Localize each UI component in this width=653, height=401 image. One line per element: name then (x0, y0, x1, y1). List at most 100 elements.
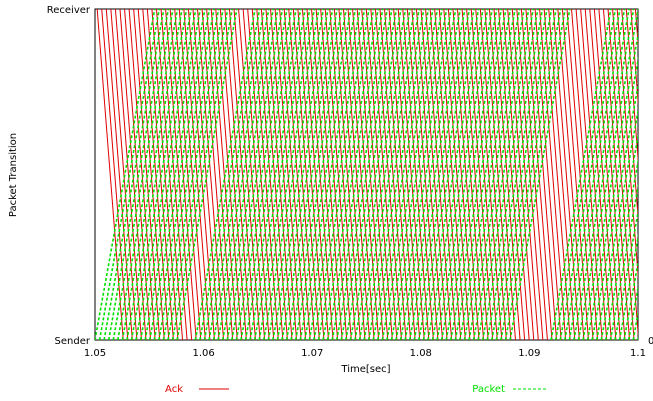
packet-transition-line (262, 9, 325, 340)
ack-transition-line (169, 9, 197, 340)
packet-transition-line (326, 9, 389, 340)
packet-transition-line (436, 9, 498, 340)
packet-transition-line (422, 9, 484, 340)
packet-transition-line (107, 9, 170, 340)
packet-transition-line (322, 9, 384, 340)
packet-transition-line (636, 334, 638, 340)
packet-transition-line (317, 9, 380, 340)
packet-transition-line (614, 207, 638, 340)
packet-transition-line (95, 9, 156, 340)
packet-transition-line (595, 106, 638, 340)
packet-transition-line (609, 182, 638, 340)
plot-marks (95, 9, 653, 340)
packet-transition-line (208, 9, 270, 340)
packet-transition-line (554, 9, 617, 340)
packet-transition-line (221, 9, 284, 340)
packet-transition-line (404, 9, 466, 340)
packet-transition-line (335, 9, 398, 340)
packet-transition-line (377, 9, 439, 340)
ack-transition-line (516, 9, 544, 340)
packet-transition-line (139, 9, 202, 340)
packet-transition-line (477, 9, 539, 340)
ack-transition-line (534, 9, 562, 340)
ack-transition-line (616, 9, 638, 281)
packet-transition-line (647, 9, 653, 340)
packet-transition-line (408, 9, 471, 340)
packet-transition-line (413, 9, 475, 340)
packet-transition-line (431, 9, 494, 340)
legend: Ack Packet (165, 384, 548, 395)
ack-transition-line (625, 9, 638, 165)
x-axis-title: Time[sec] (340, 364, 390, 375)
packet-transition-line (194, 9, 256, 340)
packet-transition-line (568, 9, 630, 340)
ack-transition-line (511, 9, 539, 340)
packet-transition-line (290, 9, 352, 340)
x-tick-6: 1.1 (630, 348, 646, 359)
ack-transition-line (525, 9, 553, 340)
packet-transition-line (267, 9, 329, 340)
packet-transition-line (618, 233, 638, 340)
packet-transition-line (331, 9, 393, 340)
packet-transition-line (427, 9, 489, 340)
packet-transition-line (244, 9, 307, 340)
packet-transition-line (98, 9, 161, 340)
y-tick-receiver: Receiver (47, 5, 91, 16)
x-tick-5: 1.09 (518, 348, 540, 359)
packet-transition-line (358, 9, 421, 340)
packet-transition-line (418, 9, 480, 340)
packet-transition-line (395, 9, 457, 340)
x-ticks: 1.05 1.06 1.07 1.08 1.09 1.1 (84, 348, 646, 359)
packet-transition-line (212, 9, 275, 340)
packet-transition-line (126, 9, 188, 340)
packet-transition-line (240, 9, 302, 340)
packet-transition-line (363, 9, 425, 340)
packet-transition-line (500, 9, 562, 340)
packet-transition-line (509, 9, 571, 340)
packet-transition-line (463, 9, 525, 340)
packet-transition-line (504, 9, 567, 340)
packet-transition-line (605, 157, 638, 340)
ack-transition-line (178, 9, 206, 340)
packet-transition-line (217, 9, 279, 340)
packet-transition-line (449, 9, 512, 340)
packet-transition-line (276, 9, 338, 340)
ack-transition-line (645, 9, 653, 340)
packet-transition-line (367, 9, 430, 340)
packet-transition-line (559, 9, 621, 340)
packet-transition-line (577, 9, 638, 340)
packet-transition-line (399, 9, 462, 340)
packet-transition-line (642, 9, 653, 340)
packet-transition-line (468, 9, 530, 340)
packet-transition-line (144, 9, 206, 340)
packet-transition-line (299, 9, 361, 340)
packet-transition-line (345, 9, 407, 340)
ack-transition-line (529, 9, 558, 340)
packet-transition-line (459, 9, 521, 340)
packet-transition-line (349, 9, 411, 340)
packet-transition-line (199, 9, 261, 340)
x-tick-3: 1.07 (301, 348, 323, 359)
x-tick-2: 1.06 (192, 348, 214, 359)
packet-transition-line (313, 9, 375, 340)
packet-transition-line (135, 9, 197, 340)
packet-transition-line (564, 9, 626, 340)
packet-transition-line (481, 9, 544, 340)
packet-transition-line (586, 56, 638, 340)
packet-transition-line (591, 81, 638, 340)
packet-transition-line (103, 9, 165, 340)
packet-transition-line (573, 9, 635, 340)
packet-transition-line (153, 9, 215, 340)
packet-transition-line (235, 9, 297, 340)
ack-transition-line (649, 9, 653, 340)
packet-transition-line (372, 9, 434, 340)
packet-transition-line (495, 9, 557, 340)
ack-transition-line (621, 9, 638, 223)
packet-transition-line (112, 9, 174, 340)
packet-transition-line (258, 9, 320, 340)
packet-transition-line (600, 132, 638, 340)
packet-transition-line (285, 9, 348, 340)
ack-transition-line (174, 9, 202, 340)
y-tick-sender: Sender (55, 336, 91, 347)
